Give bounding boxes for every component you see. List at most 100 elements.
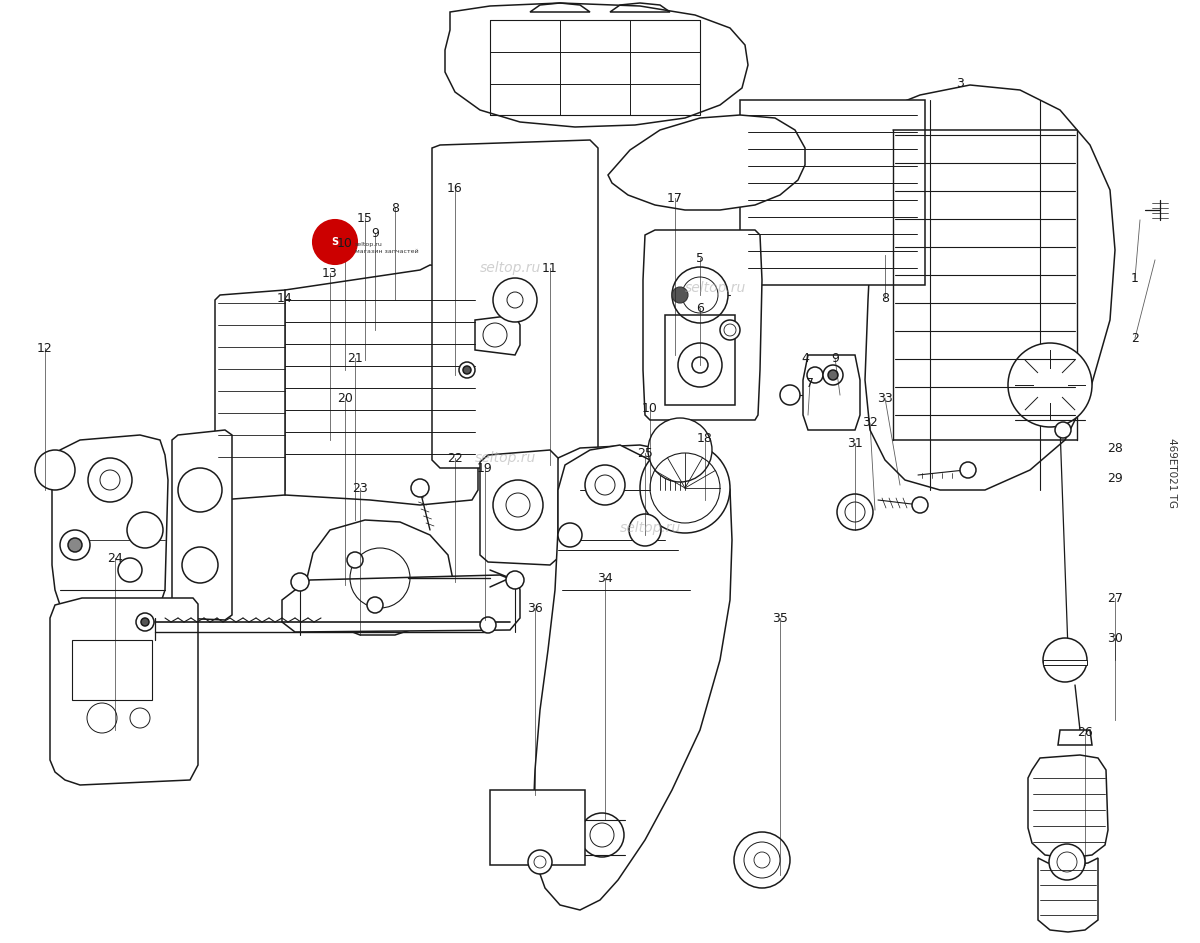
Polygon shape bbox=[215, 290, 286, 500]
Text: 8: 8 bbox=[391, 202, 398, 214]
Text: 30: 30 bbox=[1108, 632, 1123, 644]
Text: 29: 29 bbox=[1108, 472, 1123, 485]
Text: 6: 6 bbox=[696, 302, 704, 315]
Circle shape bbox=[493, 278, 538, 322]
Circle shape bbox=[458, 362, 475, 378]
Text: 34: 34 bbox=[598, 571, 613, 585]
Circle shape bbox=[528, 850, 552, 874]
Text: 22: 22 bbox=[448, 452, 463, 465]
Circle shape bbox=[672, 267, 728, 323]
Polygon shape bbox=[172, 430, 232, 620]
Circle shape bbox=[506, 493, 530, 517]
Circle shape bbox=[912, 497, 928, 513]
Text: 9: 9 bbox=[832, 352, 839, 365]
Circle shape bbox=[590, 823, 614, 847]
Circle shape bbox=[595, 475, 616, 495]
Text: seltop.ru: seltop.ru bbox=[479, 261, 541, 275]
Circle shape bbox=[720, 320, 740, 340]
Circle shape bbox=[672, 287, 688, 303]
Circle shape bbox=[580, 813, 624, 857]
Polygon shape bbox=[1038, 858, 1098, 932]
Text: S: S bbox=[331, 237, 338, 247]
Text: 7: 7 bbox=[806, 376, 814, 389]
Polygon shape bbox=[1028, 755, 1108, 858]
Polygon shape bbox=[803, 355, 860, 430]
Text: 13: 13 bbox=[322, 267, 338, 279]
Text: 23: 23 bbox=[352, 482, 368, 494]
Circle shape bbox=[347, 552, 364, 568]
Text: 27: 27 bbox=[1108, 591, 1123, 604]
Circle shape bbox=[780, 385, 800, 405]
Circle shape bbox=[367, 597, 383, 613]
Text: 5: 5 bbox=[696, 252, 704, 264]
Circle shape bbox=[178, 468, 222, 512]
Polygon shape bbox=[52, 435, 168, 610]
Circle shape bbox=[88, 458, 132, 502]
Circle shape bbox=[35, 450, 74, 490]
Circle shape bbox=[127, 512, 163, 548]
Polygon shape bbox=[282, 575, 520, 632]
Text: 26: 26 bbox=[1078, 726, 1093, 739]
Circle shape bbox=[754, 852, 770, 868]
Circle shape bbox=[960, 462, 976, 478]
Text: 9: 9 bbox=[371, 226, 379, 240]
Circle shape bbox=[463, 366, 470, 374]
Polygon shape bbox=[480, 450, 558, 565]
Circle shape bbox=[1008, 343, 1092, 427]
Polygon shape bbox=[278, 265, 478, 505]
Circle shape bbox=[678, 343, 722, 387]
Circle shape bbox=[558, 523, 582, 547]
Polygon shape bbox=[475, 315, 520, 355]
Text: 18: 18 bbox=[697, 432, 713, 444]
Circle shape bbox=[142, 618, 149, 626]
Circle shape bbox=[692, 357, 708, 373]
Text: seltop.ru: seltop.ru bbox=[684, 281, 745, 295]
Polygon shape bbox=[50, 598, 198, 785]
Polygon shape bbox=[533, 445, 732, 910]
Text: 12: 12 bbox=[37, 341, 53, 355]
Text: 35: 35 bbox=[772, 611, 788, 624]
Text: 4: 4 bbox=[802, 352, 809, 365]
Text: 469ET021 TG: 469ET021 TG bbox=[1166, 438, 1177, 508]
Circle shape bbox=[640, 443, 730, 533]
Circle shape bbox=[480, 617, 496, 633]
Circle shape bbox=[845, 502, 865, 522]
Bar bbox=[740, 100, 925, 285]
Text: 3: 3 bbox=[956, 76, 964, 90]
Circle shape bbox=[136, 613, 154, 631]
Circle shape bbox=[838, 494, 874, 530]
Polygon shape bbox=[1043, 660, 1087, 665]
Circle shape bbox=[1043, 638, 1087, 682]
Text: 31: 31 bbox=[847, 437, 863, 450]
Text: 21: 21 bbox=[347, 352, 362, 365]
Text: 17: 17 bbox=[667, 191, 683, 205]
Circle shape bbox=[724, 324, 736, 336]
Polygon shape bbox=[608, 115, 805, 210]
Text: seltop.ru: seltop.ru bbox=[474, 451, 535, 465]
Polygon shape bbox=[552, 445, 678, 570]
Circle shape bbox=[100, 470, 120, 490]
Polygon shape bbox=[643, 230, 762, 420]
Text: 28: 28 bbox=[1108, 441, 1123, 455]
Text: 16: 16 bbox=[448, 181, 463, 194]
Text: 2: 2 bbox=[1132, 332, 1139, 344]
Circle shape bbox=[493, 480, 542, 530]
Circle shape bbox=[506, 571, 524, 589]
Circle shape bbox=[1049, 844, 1085, 880]
Circle shape bbox=[292, 573, 310, 591]
Circle shape bbox=[808, 367, 823, 383]
Polygon shape bbox=[307, 520, 454, 635]
Text: 33: 33 bbox=[877, 391, 893, 405]
Circle shape bbox=[1057, 852, 1078, 872]
Circle shape bbox=[734, 832, 790, 888]
Circle shape bbox=[508, 292, 523, 308]
Text: 14: 14 bbox=[277, 291, 293, 305]
Text: seltop.ru
магазин запчастей: seltop.ru магазин запчастей bbox=[355, 242, 419, 254]
Circle shape bbox=[182, 547, 218, 583]
Text: 19: 19 bbox=[478, 461, 493, 474]
Circle shape bbox=[586, 465, 625, 505]
Circle shape bbox=[410, 479, 430, 497]
Circle shape bbox=[648, 418, 712, 482]
Text: 11: 11 bbox=[542, 261, 558, 274]
Bar bbox=[490, 790, 586, 865]
